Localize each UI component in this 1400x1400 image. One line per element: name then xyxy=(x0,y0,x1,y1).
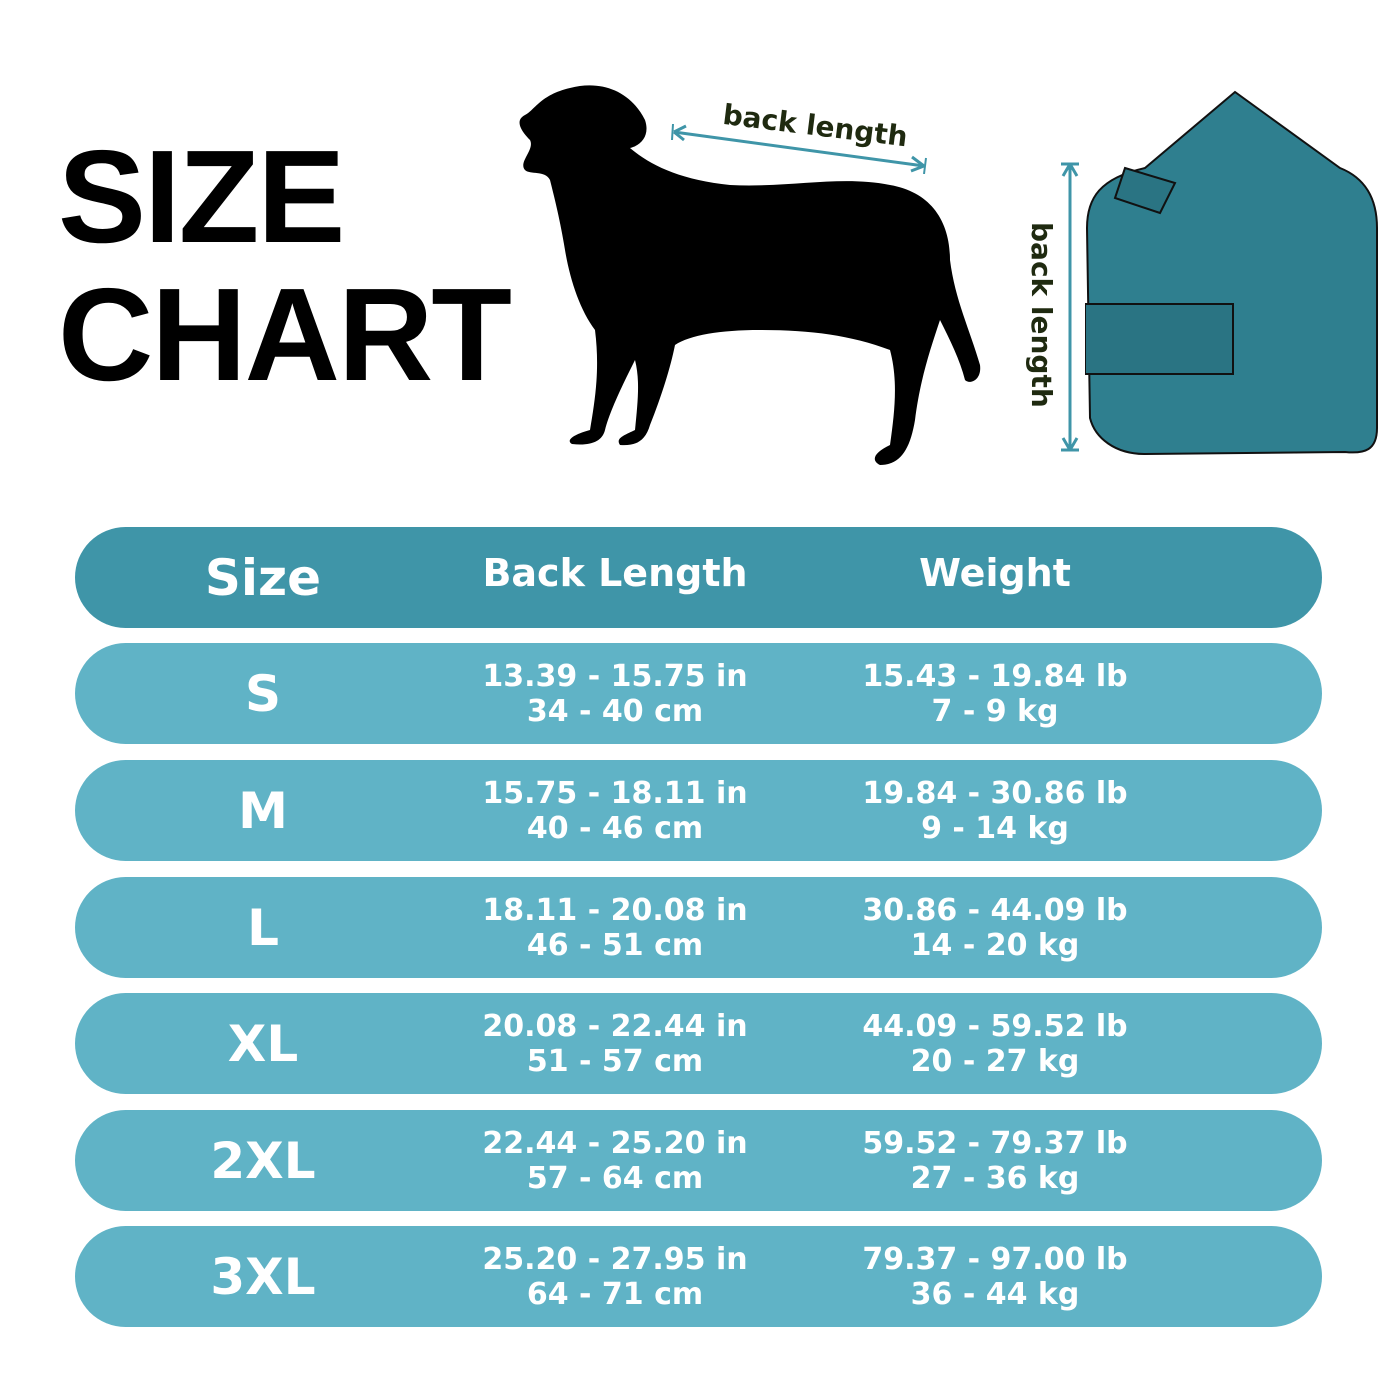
size-cell: 2XL xyxy=(210,1131,316,1190)
coat-back-length-label: back length xyxy=(1025,222,1058,408)
size-cell: 3XL xyxy=(210,1247,316,1306)
back-length-in: 20.08 - 22.44 in xyxy=(482,1008,748,1044)
back-length-cm: 51 - 57 cm xyxy=(526,1043,704,1079)
back-length-in: 22.44 - 25.20 in xyxy=(482,1125,748,1161)
back-length-cell: 22.44 - 25.20 in 57 - 64 cm xyxy=(440,1110,790,1211)
table-row: L 18.11 - 20.08 in 46 - 51 cm 30.86 - 44.… xyxy=(75,877,1322,978)
weight-lb: 44.09 - 59.52 lb xyxy=(862,1008,1128,1044)
coat-back-length-arrow-icon xyxy=(1061,162,1079,452)
back-length-cell: 13.39 - 15.75 in 34 - 40 cm xyxy=(440,643,790,744)
dog-coat-image-icon xyxy=(1085,90,1378,456)
back-length-in: 15.75 - 18.11 in xyxy=(482,775,748,811)
back-length-in: 25.20 - 27.95 in xyxy=(482,1241,748,1277)
back-length-cell: 18.11 - 20.08 in 46 - 51 cm xyxy=(440,877,790,978)
weight-lb: 59.52 - 79.37 lb xyxy=(862,1125,1128,1161)
table-row: XL 20.08 - 22.44 in 51 - 57 cm 44.09 - 59… xyxy=(75,993,1322,1094)
weight-kg: 20 - 27 kg xyxy=(910,1043,1080,1079)
weight-cell: 19.84 - 30.86 lb 9 - 14 kg xyxy=(820,760,1170,861)
back-length-in: 18.11 - 20.08 in xyxy=(482,892,748,928)
title-line-1: SIZE xyxy=(58,123,345,270)
back-length-cm: 34 - 40 cm xyxy=(526,693,704,729)
size-cell: M xyxy=(238,781,288,840)
weight-lb: 15.43 - 19.84 lb xyxy=(862,658,1128,694)
header-weight: Weight xyxy=(919,551,1071,595)
table-row: 3XL 25.20 - 27.95 in 64 - 71 cm 79.37 - 9… xyxy=(75,1226,1322,1327)
weight-lb: 19.84 - 30.86 lb xyxy=(862,775,1128,811)
back-length-in: 13.39 - 15.75 in xyxy=(482,658,748,694)
back-length-cm: 64 - 71 cm xyxy=(526,1276,704,1312)
back-length-cell: 25.20 - 27.95 in 64 - 71 cm xyxy=(440,1226,790,1327)
page-title: SIZE CHART xyxy=(58,123,512,408)
weight-cell: 30.86 - 44.09 lb 14 - 20 kg xyxy=(820,877,1170,978)
header-size: Size xyxy=(204,548,322,607)
header-back-length: Back Length xyxy=(482,551,748,595)
back-length-cm: 57 - 64 cm xyxy=(526,1160,704,1196)
weight-kg: 36 - 44 kg xyxy=(910,1276,1080,1312)
weight-kg: 14 - 20 kg xyxy=(910,927,1080,963)
back-length-cm: 40 - 46 cm xyxy=(526,810,704,846)
title-line-2: CHART xyxy=(58,261,512,408)
back-length-cm: 46 - 51 cm xyxy=(526,927,704,963)
table-row: 2XL 22.44 - 25.20 in 57 - 64 cm 59.52 - 7… xyxy=(75,1110,1322,1211)
weight-cell: 59.52 - 79.37 lb 27 - 36 kg xyxy=(820,1110,1170,1211)
dog-silhouette-icon xyxy=(519,85,981,465)
back-length-cell: 15.75 - 18.11 in 40 - 46 cm xyxy=(440,760,790,861)
weight-lb: 79.37 - 97.00 lb xyxy=(862,1241,1128,1277)
weight-kg: 9 - 14 kg xyxy=(921,810,1069,846)
weight-lb: 30.86 - 44.09 lb xyxy=(862,892,1128,928)
weight-cell: 15.43 - 19.84 lb 7 - 9 kg xyxy=(820,643,1170,744)
weight-cell: 44.09 - 59.52 lb 20 - 27 kg xyxy=(820,993,1170,1094)
weight-kg: 7 - 9 kg xyxy=(931,693,1059,729)
table-header-row: Size Back Length Weight xyxy=(75,527,1322,628)
weight-cell: 79.37 - 97.00 lb 36 - 44 kg xyxy=(820,1226,1170,1327)
table-row: S 13.39 - 15.75 in 34 - 40 cm 15.43 - 19.… xyxy=(75,643,1322,744)
size-cell: S xyxy=(244,664,281,723)
size-cell: L xyxy=(247,898,279,957)
size-cell: XL xyxy=(227,1014,299,1073)
back-length-cell: 20.08 - 22.44 in 51 - 57 cm xyxy=(440,993,790,1094)
dog-back-length-arrow-icon xyxy=(671,123,927,174)
table-row: M 15.75 - 18.11 in 40 - 46 cm 19.84 - 30.… xyxy=(75,760,1322,861)
weight-kg: 27 - 36 kg xyxy=(910,1160,1080,1196)
